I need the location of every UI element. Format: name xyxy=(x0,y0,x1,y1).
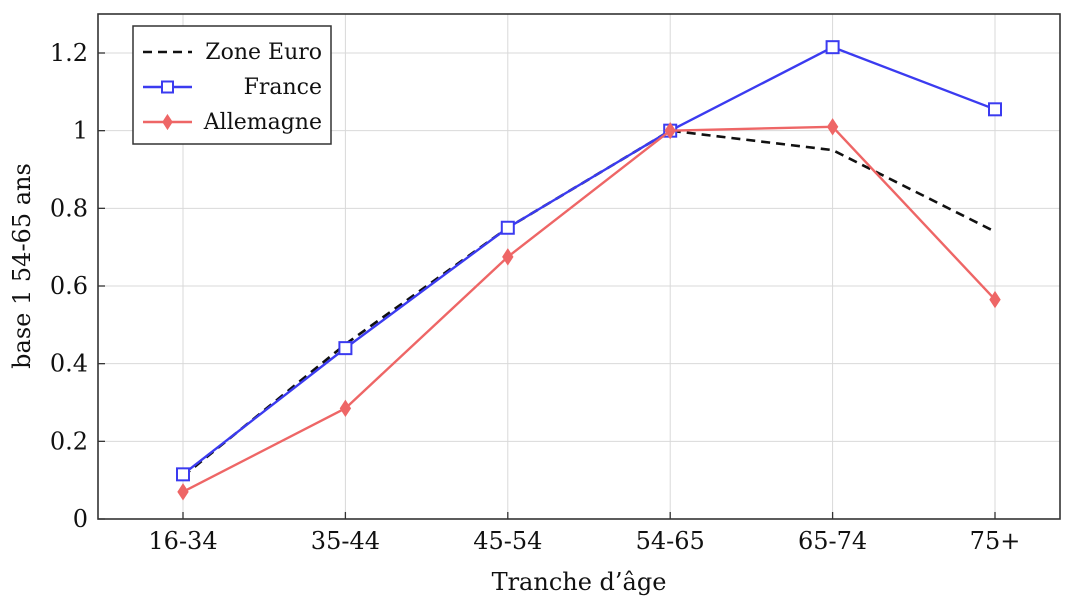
legend-item: France xyxy=(143,75,322,100)
legend-label: France xyxy=(244,75,322,100)
x-axis-title: Tranche d’âge xyxy=(492,568,667,596)
series-line xyxy=(182,125,996,493)
y-tick-label: 0 xyxy=(73,505,88,533)
y-axis-ticks: 0 0.2 0.4 0.6 0.8 1 1.2 xyxy=(50,39,105,533)
data-point-diamond xyxy=(162,113,173,131)
data-point-diamond xyxy=(826,118,839,136)
x-axis-ticks: 16-34 35-44 45-54 54-65 65-74 75+ xyxy=(148,512,1020,555)
legend-label: Allemagne xyxy=(203,110,322,135)
legend-label: Zone Euro xyxy=(205,40,322,65)
data-point-diamond xyxy=(502,248,514,266)
data-point-square xyxy=(500,220,515,235)
data-point-square xyxy=(988,102,1002,117)
series-allemagne xyxy=(177,118,1001,501)
data-point-square xyxy=(176,467,190,482)
data-point-diamond xyxy=(339,399,352,418)
legend: Zone Euro France Allemagne xyxy=(132,25,332,145)
y-tick-label: 1 xyxy=(73,117,88,145)
data-point-diamond xyxy=(989,290,1001,309)
series-layer xyxy=(176,40,1002,501)
data-point-diamond xyxy=(177,483,189,501)
legend-item: Zone Euro xyxy=(143,40,322,65)
data-point-square xyxy=(825,40,840,55)
y-tick-label: 0.6 xyxy=(50,272,88,300)
plot-frame xyxy=(97,13,1061,520)
legend-item: Allemagne xyxy=(143,110,322,135)
x-tick-label: 75+ xyxy=(970,527,1021,555)
data-point-square xyxy=(161,80,174,94)
data-point-square xyxy=(338,341,353,356)
x-tick-label: 65-74 xyxy=(798,527,867,555)
x-tick-label: 35-44 xyxy=(311,527,380,555)
y-tick-label: 0.8 xyxy=(50,194,88,222)
y-axis-title: base 1 54-65 ans xyxy=(8,163,36,369)
x-tick-label: 54-65 xyxy=(636,527,705,555)
y-tick-label: 0.4 xyxy=(50,350,88,378)
series-zone-euro xyxy=(182,129,996,478)
x-tick-label: 45-54 xyxy=(473,527,542,555)
data-point-diamond xyxy=(664,121,676,140)
series-line xyxy=(182,129,996,478)
y-tick-label: 1.2 xyxy=(50,39,88,67)
x-tick-label: 16-34 xyxy=(148,527,217,555)
series-line xyxy=(182,45,996,476)
y-tick-label: 0.2 xyxy=(50,427,88,455)
